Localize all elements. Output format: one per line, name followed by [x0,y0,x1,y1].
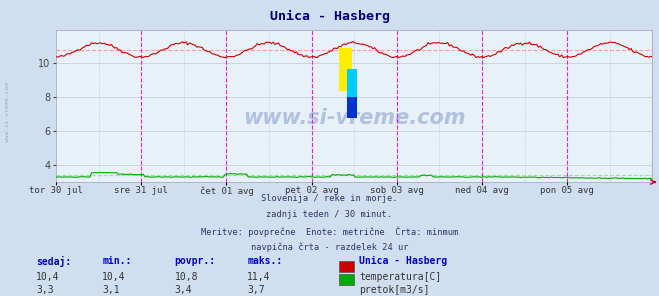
Text: sedaj:: sedaj: [36,256,71,267]
Text: navpična črta - razdelek 24 ur: navpična črta - razdelek 24 ur [251,243,408,252]
Text: 10,8: 10,8 [175,272,198,282]
Bar [339,48,353,91]
Bar [347,69,357,103]
Text: 10,4: 10,4 [36,272,60,282]
Text: www.si-vreme.com: www.si-vreme.com [243,108,465,128]
Text: povpr.:: povpr.: [175,256,215,266]
Text: pretok[m3/s]: pretok[m3/s] [359,285,430,295]
Text: Slovenija / reke in morje.: Slovenija / reke in morje. [261,194,398,203]
Text: 10,4: 10,4 [102,272,126,282]
Bar [347,97,357,118]
Text: temperatura[C]: temperatura[C] [359,272,442,282]
Text: 3,3: 3,3 [36,285,54,295]
Text: Unica - Hasberg: Unica - Hasberg [359,256,447,266]
Text: Unica - Hasberg: Unica - Hasberg [270,10,389,23]
Text: 3,7: 3,7 [247,285,265,295]
Text: Meritve: povprečne  Enote: metrične  Črta: minmum: Meritve: povprečne Enote: metrične Črta:… [201,226,458,237]
Text: 3,1: 3,1 [102,285,120,295]
Text: zadnji teden / 30 minut.: zadnji teden / 30 minut. [266,210,393,219]
Text: maks.:: maks.: [247,256,282,266]
Text: www.si-vreme.com: www.si-vreme.com [5,83,10,142]
Text: min.:: min.: [102,256,132,266]
Text: 11,4: 11,4 [247,272,271,282]
Text: 3,4: 3,4 [175,285,192,295]
